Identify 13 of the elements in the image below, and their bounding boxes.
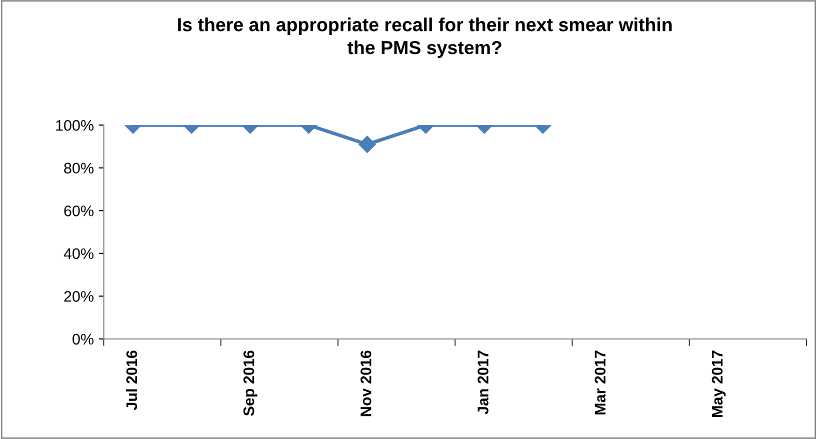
y-tick-label: 100% bbox=[56, 120, 94, 131]
x-tick-label: May 2017 bbox=[712, 350, 726, 417]
x-tick-label: Mar 2017 bbox=[594, 350, 606, 414]
y-tick-label: 20% bbox=[64, 291, 94, 302]
x-tick-label: Jul 2016 bbox=[126, 350, 138, 410]
x-tick-label: Nov 2016 bbox=[360, 350, 372, 416]
y-tick-label: 80% bbox=[64, 162, 94, 174]
y-tick-label: 0% bbox=[72, 334, 94, 345]
y-tick-label: 60% bbox=[64, 206, 94, 216]
chart-title: Is there an appropriate recall for their next smear within the PMS system? bbox=[178, 18, 672, 58]
y-tick-label: 40% bbox=[64, 248, 94, 260]
x-tick-label: Jan 2017 bbox=[478, 350, 488, 414]
x-tick-label: Sep 2016 bbox=[243, 350, 258, 416]
